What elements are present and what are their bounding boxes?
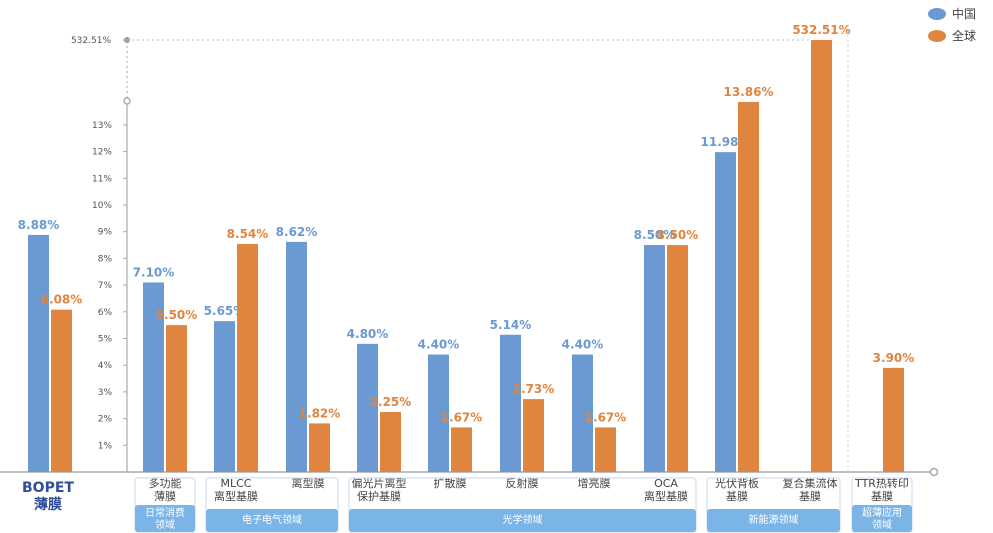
group-band [349,509,696,532]
data-label: 8.54% [227,227,269,241]
y-tick-label: 2% [98,415,113,425]
bar [523,399,544,472]
category-label: 薄膜 [154,489,176,503]
data-label: 8.50% [634,228,676,242]
y-tick-label: 9% [98,228,113,238]
bar [286,241,307,472]
y-axis-break-marker [123,97,131,105]
data-label: 7.10% [133,265,175,279]
legend-swatch [928,8,946,20]
bar [811,40,832,472]
bar [28,234,49,472]
data-label: 532.51% [792,23,850,37]
x-axis-end-marker [929,467,939,477]
data-label: 2.25% [370,395,412,409]
legend-swatch [928,30,946,42]
bar [667,245,688,472]
category-label: 离型膜 [292,476,325,490]
data-label: 4.80% [347,327,389,341]
group-label: 光学领域 [503,513,543,526]
category-label: OCA [654,477,678,490]
category-label: 多功能 [149,476,182,490]
category-label: 增亮膜 [578,476,611,490]
data-label: 1.67% [585,410,627,424]
category-label: 基膜 [726,490,748,503]
y-tick-label: 6% [98,308,113,318]
data-label: 3.90% [873,351,915,365]
y-tick-label: 12% [92,148,112,158]
y-tick-label: 3% [98,388,113,398]
data-label: 5.65% [204,304,246,318]
category-label: 离型基膜 [644,489,688,503]
data-label: 2.73% [513,382,555,396]
bar [380,411,401,472]
data-label: 13.86% [724,85,774,99]
y-tick-label: 8% [98,254,113,264]
y-tick-label: 4% [98,361,113,371]
bar [883,367,904,472]
category-label: TTR热转印 [854,476,909,490]
group-label: 超薄应用 [862,506,902,519]
bar [357,343,378,472]
category-label: 基膜 [799,490,821,503]
y-tick-label: 10% [92,201,112,211]
y-tick-label: 5% [98,335,113,345]
bar [572,354,593,472]
category-label: 偏光片离型 [352,476,407,490]
group-label: 新能源领域 [749,513,799,526]
data-label: 1.67% [441,410,483,424]
bar [715,152,736,472]
group-label: 领域 [872,518,892,531]
category-label: 复合集流体 [783,476,838,490]
bar [428,354,449,472]
data-label: 5.50% [156,308,198,322]
group-label: 日常消费 [145,506,185,519]
category-label: 基膜 [871,490,893,503]
data-label: 8.88% [18,218,60,232]
data-label: 11.98% [701,135,751,149]
category-label: 光伏背板 [715,476,759,490]
y-tick-label: 7% [98,281,113,291]
data-label: 6.08% [41,293,83,307]
data-label: 5.14% [490,318,532,332]
group-label: 领域 [155,518,175,531]
group-band [135,505,195,532]
group-band [707,509,840,532]
category-label: 离型基膜 [214,489,258,503]
bar [143,282,164,472]
group-label: 电子电气领域 [242,513,302,526]
y-tick-label: 13% [92,121,112,131]
data-label: 8.62% [276,225,318,239]
data-label: 4.40% [418,338,460,352]
bar [51,309,72,472]
legend-label: 全球 [952,28,976,43]
category-label: 扩散膜 [434,476,467,490]
y-tick-label: 1% [98,441,113,451]
bar [237,243,258,472]
bar [309,423,330,472]
bar [595,427,616,472]
group-band [852,505,912,532]
data-label: 8.50% [657,228,699,242]
bar [500,334,521,472]
data-label: 1.82% [299,406,341,420]
legend-label: 中国 [952,6,976,21]
group-band [206,509,338,532]
bar [214,321,235,472]
y-tick-label: 11% [92,174,112,184]
category-label: 薄膜 [34,496,62,513]
bar [738,101,759,473]
category-label: MLCC [221,477,252,490]
bar [451,427,472,472]
data-label: 4.40% [562,338,604,352]
category-label: 保护基膜 [357,489,401,503]
bar [166,325,187,472]
category-label: BOPET [22,480,74,496]
y-tick-label: 532.51% [71,36,111,46]
category-label: 反射膜 [506,476,539,490]
bar [644,245,665,472]
